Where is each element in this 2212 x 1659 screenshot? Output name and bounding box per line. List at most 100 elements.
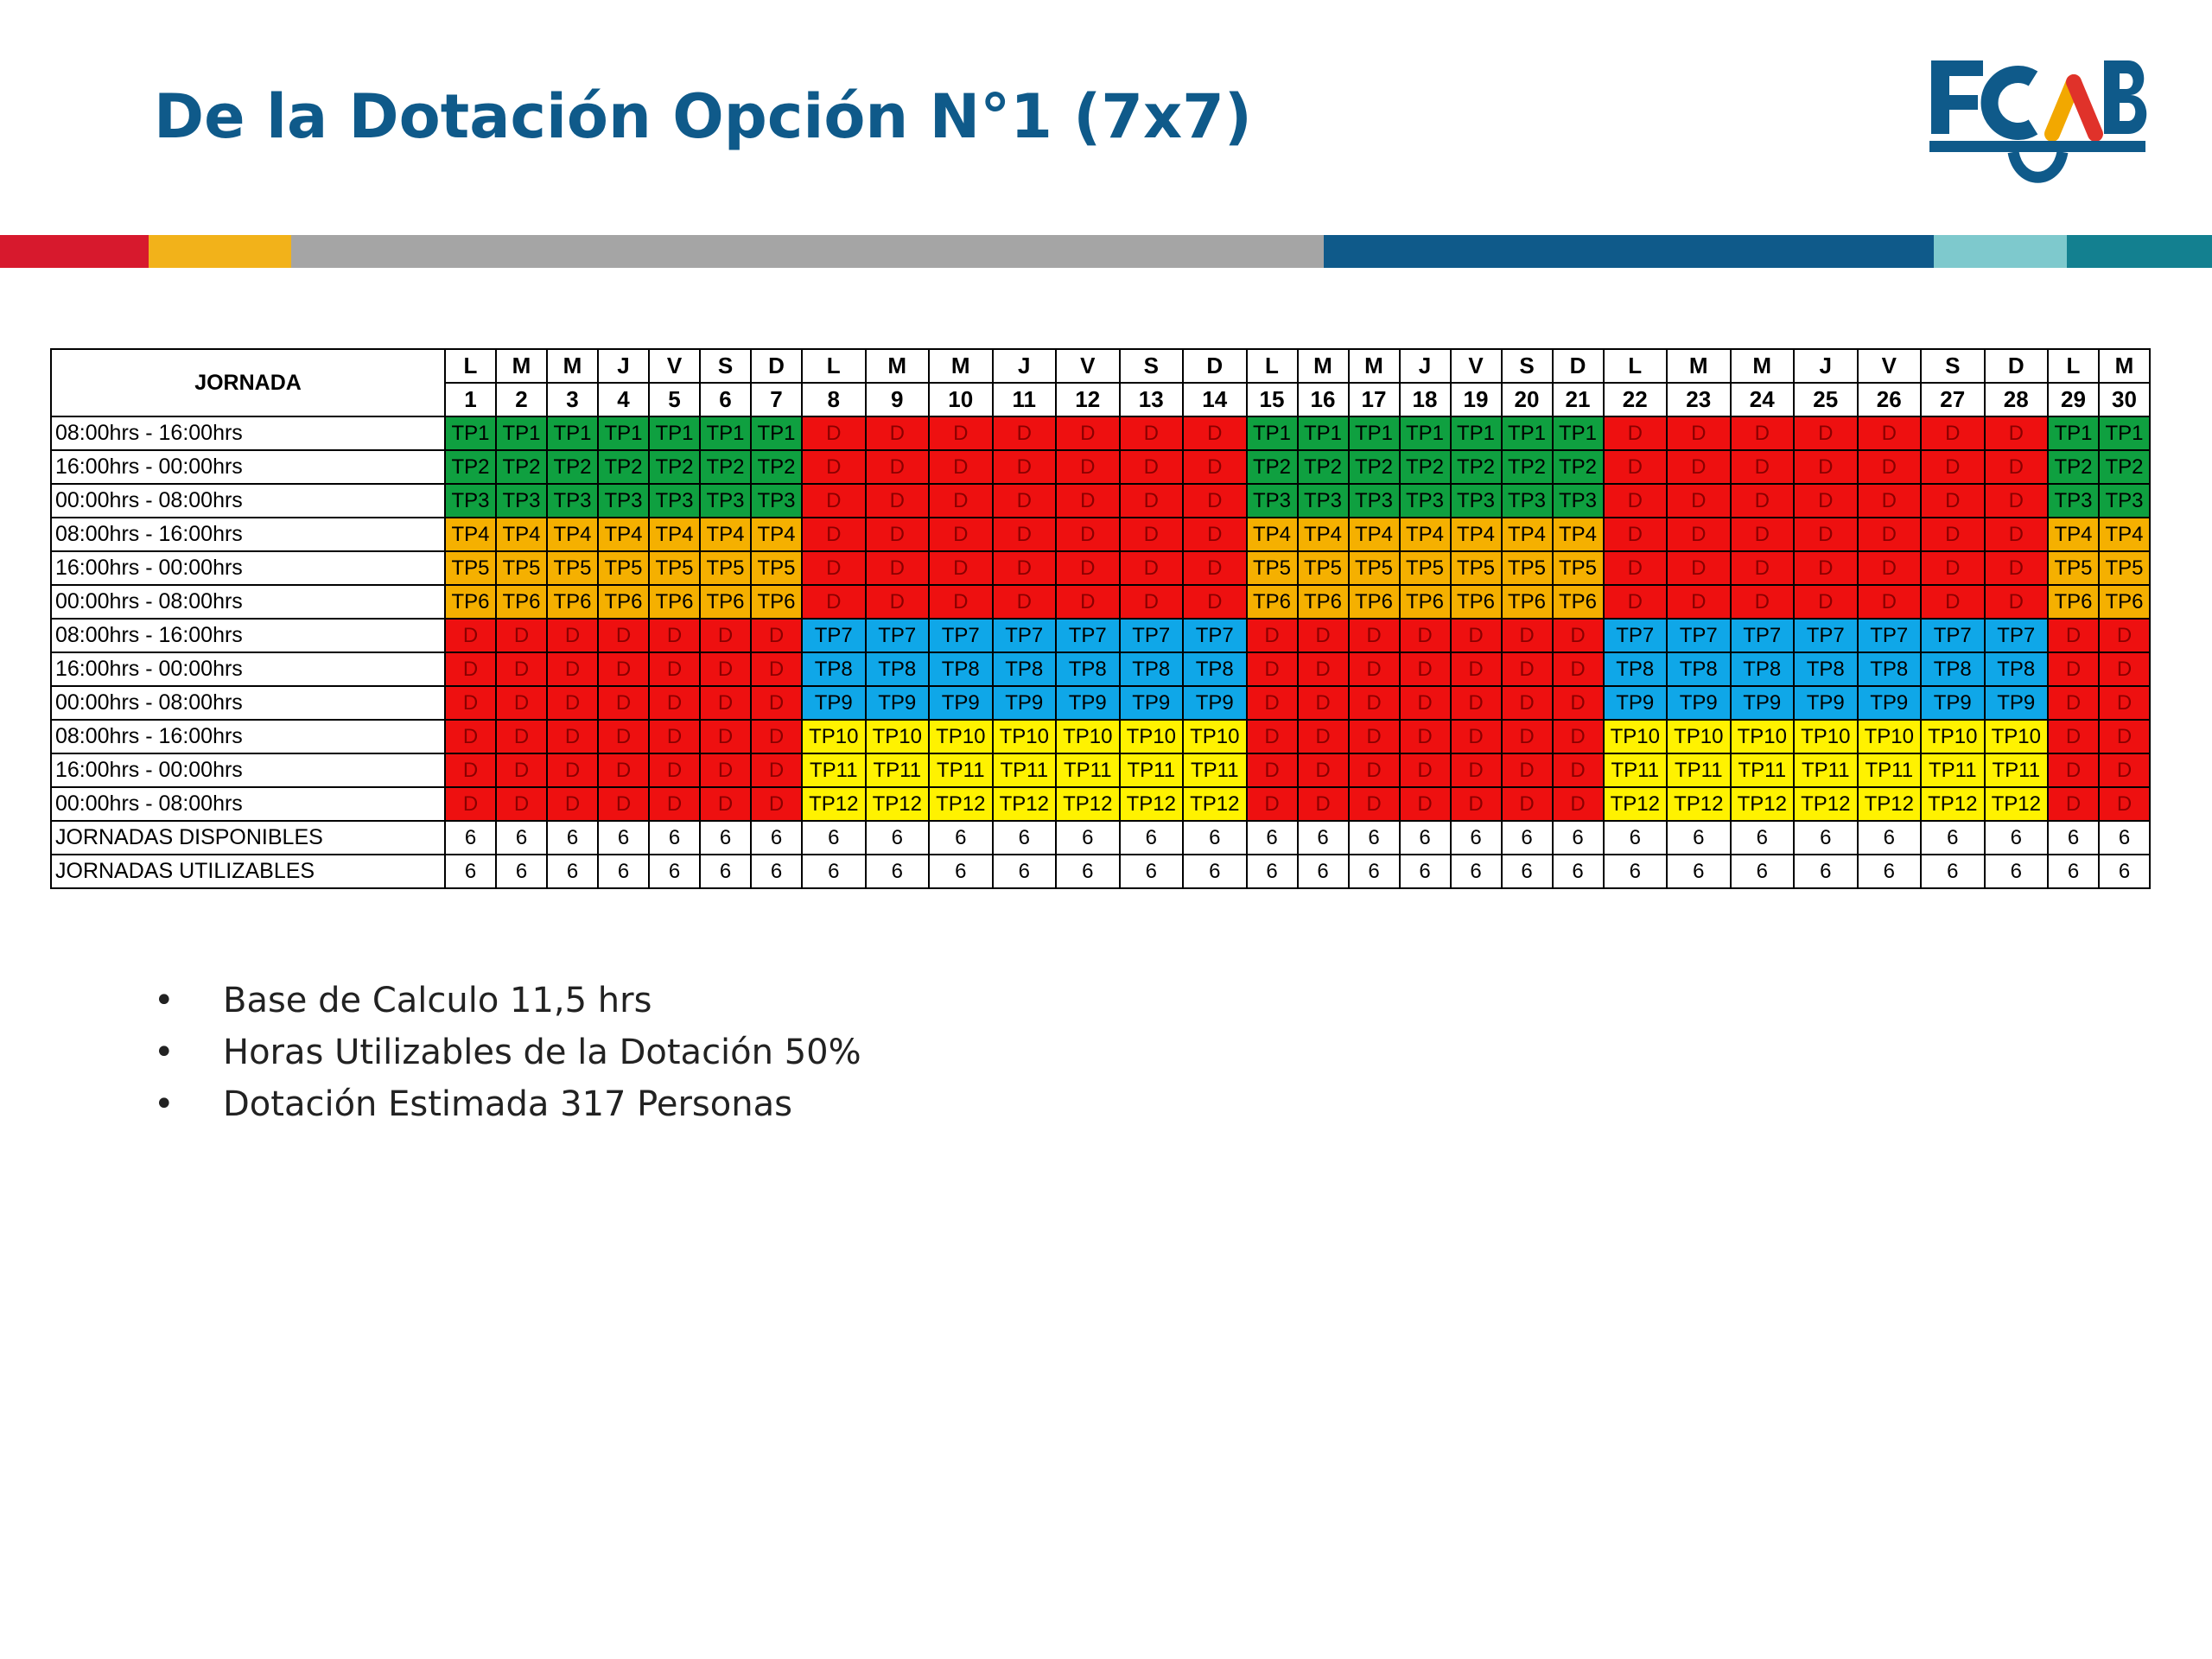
summary-value-cell: 6 — [1347, 820, 1401, 855]
shift-cell: TP5 — [699, 550, 752, 586]
day-number-header: 23 — [1666, 382, 1732, 417]
shift-cell: TP10 — [1729, 719, 1795, 754]
rest-cell: D — [1551, 652, 1605, 687]
rest-cell: D — [1055, 550, 1121, 586]
shift-cell: TP6 — [1551, 584, 1605, 620]
summary-value-cell: 6 — [1118, 854, 1184, 889]
shift-time-label: 08:00hrs - 16:00hrs — [50, 416, 446, 451]
rest-cell: D — [2098, 685, 2151, 721]
rest-cell: D — [1856, 517, 1922, 552]
day-number-header: 5 — [648, 382, 701, 417]
shift-cell: TP1 — [546, 416, 599, 451]
rest-cell: D — [1602, 416, 1668, 451]
shift-cell: TP3 — [1398, 483, 1452, 518]
weekday-header: D — [1551, 348, 1605, 384]
rest-cell: D — [1983, 483, 2049, 518]
rest-cell: D — [2098, 719, 2151, 754]
rest-cell: D — [1500, 618, 1554, 653]
shift-cell: TP2 — [1245, 449, 1299, 485]
day-number-header: 26 — [1856, 382, 1922, 417]
shift-cell: TP3 — [2047, 483, 2100, 518]
rest-cell: D — [1245, 652, 1299, 687]
shift-cell: TP10 — [1793, 719, 1859, 754]
shift-cell: TP8 — [1055, 652, 1121, 687]
rest-cell: D — [1449, 618, 1503, 653]
weekday-header: M — [1666, 348, 1732, 384]
summary-value-cell: 6 — [1602, 854, 1668, 889]
shift-cell: TP9 — [864, 685, 930, 721]
shift-cell: TP5 — [444, 550, 497, 586]
rest-cell: D — [1729, 517, 1795, 552]
rest-cell: D — [1118, 416, 1184, 451]
rest-cell: D — [928, 517, 994, 552]
rest-cell: D — [750, 719, 803, 754]
shift-cell: TP6 — [2047, 584, 2100, 620]
summary-value-cell: 6 — [1602, 820, 1668, 855]
weekday-header: M — [864, 348, 930, 384]
shift-cell: TP11 — [928, 753, 994, 788]
shift-cell: TP2 — [648, 449, 701, 485]
summary-value-cell: 6 — [1055, 854, 1121, 889]
rest-cell: D — [1666, 517, 1732, 552]
rest-cell: D — [1118, 449, 1184, 485]
day-number-header: 9 — [864, 382, 930, 417]
rest-cell: D — [1398, 786, 1452, 822]
shift-cell: TP10 — [991, 719, 1057, 754]
shift-row: 00:00hrs - 08:00hrs TP6 TP6 TP6 TP6 TP6 TP6 TP6… — [50, 584, 2151, 620]
shift-cell: TP8 — [991, 652, 1057, 687]
shift-cell: TP10 — [864, 719, 930, 754]
weekday-header: J — [991, 348, 1057, 384]
shift-cell: TP1 — [750, 416, 803, 451]
summary-value-cell: 6 — [648, 820, 701, 855]
shift-cell: TP11 — [801, 753, 867, 788]
rest-cell: D — [991, 416, 1057, 451]
rest-cell: D — [546, 753, 599, 788]
shift-cell: TP12 — [928, 786, 994, 822]
note-item: Base de Calculo 11,5 hrs — [147, 975, 861, 1027]
shift-cell: TP6 — [1296, 584, 1350, 620]
shift-cell: TP6 — [648, 584, 701, 620]
summary-value-cell: 6 — [750, 854, 803, 889]
rest-cell: D — [750, 786, 803, 822]
stripe-blue — [1324, 235, 1934, 268]
shift-cell: TP3 — [1500, 483, 1554, 518]
stripe-red — [0, 235, 149, 268]
shift-cell: TP12 — [1666, 786, 1732, 822]
summary-value-cell: 6 — [597, 854, 650, 889]
rest-cell: D — [1666, 584, 1732, 620]
summary-value-cell: 6 — [495, 820, 548, 855]
shift-cell: TP2 — [444, 449, 497, 485]
rest-cell: D — [699, 685, 752, 721]
summary-value-cell: 6 — [699, 820, 752, 855]
shift-cell: TP7 — [1983, 618, 2049, 653]
rest-cell: D — [495, 685, 548, 721]
shift-time-label: 00:00hrs - 08:00hrs — [50, 786, 446, 822]
shift-cell: TP2 — [546, 449, 599, 485]
summary-value-cell: 6 — [1398, 854, 1452, 889]
rest-cell: D — [1347, 618, 1401, 653]
rest-cell: D — [1182, 517, 1248, 552]
rest-cell: D — [991, 584, 1057, 620]
shift-row: 16:00hrs - 00:00hrs D D D D D D D TP8 TP8 TP8 TP8 TP… — [50, 652, 2151, 687]
rest-cell: D — [991, 449, 1057, 485]
summary-value-cell: 6 — [1551, 820, 1605, 855]
rest-cell: D — [1856, 584, 1922, 620]
rest-cell: D — [1055, 449, 1121, 485]
summary-value-cell: 6 — [1296, 854, 1350, 889]
rest-cell: D — [1920, 483, 1986, 518]
rest-cell: D — [1602, 517, 1668, 552]
shift-cell: TP8 — [928, 652, 994, 687]
shift-cell: TP12 — [1793, 786, 1859, 822]
rest-cell: D — [1347, 652, 1401, 687]
rest-cell: D — [546, 719, 599, 754]
rest-cell: D — [1729, 550, 1795, 586]
shift-row: 08:00hrs - 16:00hrs D D D D D D D TP10 TP10 TP10 TP… — [50, 719, 2151, 754]
shift-cell: TP4 — [495, 517, 548, 552]
shift-cell: TP10 — [1602, 719, 1668, 754]
shift-cell: TP3 — [1296, 483, 1350, 518]
shift-cell: TP1 — [648, 416, 701, 451]
shift-cell: TP11 — [1602, 753, 1668, 788]
shift-cell: TP2 — [750, 449, 803, 485]
rest-cell: D — [1296, 786, 1350, 822]
